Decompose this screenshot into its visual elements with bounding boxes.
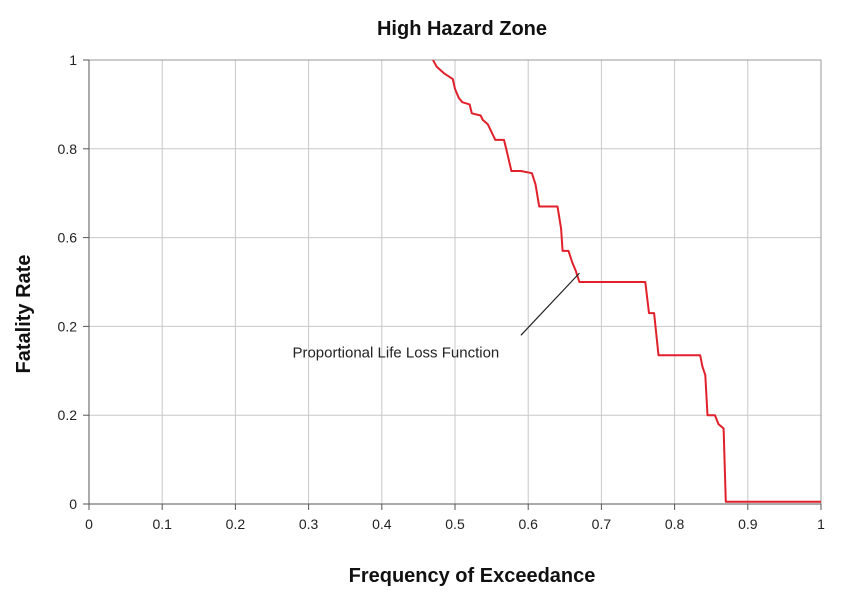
x-tick-label: 0.7: [592, 516, 612, 532]
y-tick-label: 0: [69, 496, 77, 512]
x-tick-label: 0.3: [299, 516, 319, 532]
series-layer: [432, 59, 821, 503]
x-tick-label: 0.6: [518, 516, 538, 532]
y-axis-label: Fatality Rate: [13, 255, 35, 374]
chart-title: High Hazard Zone: [377, 18, 547, 40]
x-tick-label: 0: [85, 516, 93, 532]
y-tick-label: 0.2: [58, 318, 78, 334]
y-tick-label: 0.6: [58, 230, 78, 246]
y-tick-label: 1: [69, 52, 77, 68]
annotation-layer: Proportional Life Loss Function: [292, 272, 580, 361]
y-tick-label: 0.2: [58, 407, 78, 423]
y-tick-label: 0.8: [58, 141, 78, 157]
grid-layer: [89, 60, 821, 504]
axis-layer: 0 0.1 0.2 0.3 0.4 0.5 0.6 0.7 0.8 0.9 1 0 0.2 0.2 0.6 0…: [58, 52, 826, 532]
x-tick-label: 1: [817, 516, 825, 532]
series-line: [432, 59, 821, 503]
x-tick-label: 0.2: [226, 516, 246, 532]
x-tick-label: 0.4: [372, 516, 392, 532]
annotation-label: Proportional Life Loss Function: [292, 344, 499, 361]
x-tick-label: 0.9: [738, 516, 758, 532]
x-axis-label: Frequency of Exceedance: [349, 565, 596, 587]
annotation-leader-line: [520, 272, 580, 336]
x-tick-label: 0.1: [152, 516, 172, 532]
x-tick-label: 0.5: [445, 516, 465, 532]
x-tick-label: 0.8: [665, 516, 685, 532]
